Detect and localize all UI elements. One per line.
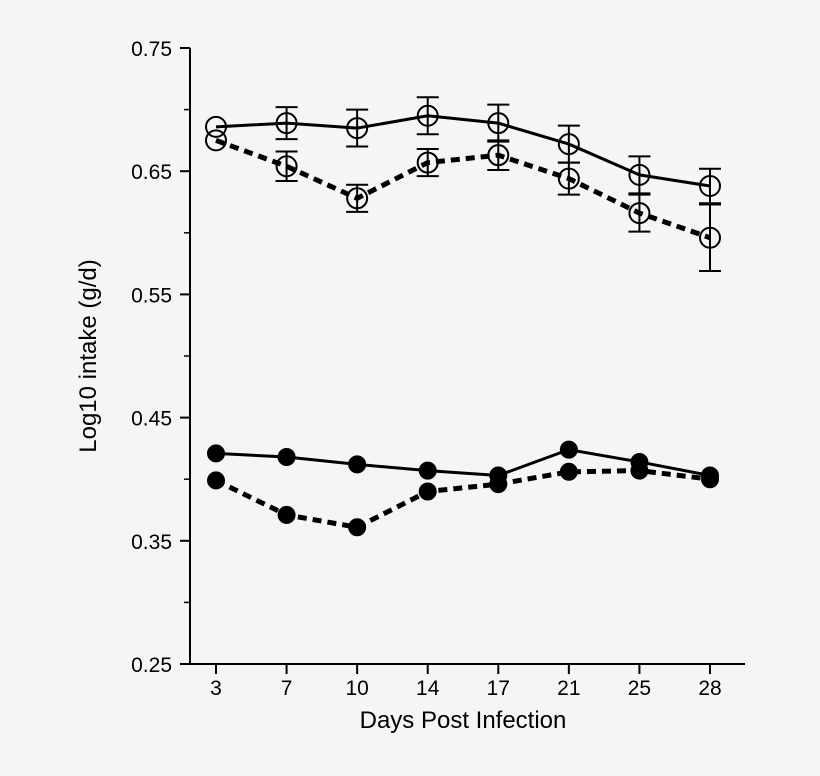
y-tick-label: 0.55 xyxy=(131,284,172,307)
series-4 xyxy=(207,461,719,537)
data-point xyxy=(701,470,719,489)
series-line xyxy=(214,468,711,530)
data-point xyxy=(628,163,651,186)
x-tick-label: 17 xyxy=(487,677,510,700)
data-point xyxy=(416,151,439,174)
data-point xyxy=(416,104,439,127)
data-point xyxy=(346,117,369,140)
data-point xyxy=(699,226,721,249)
data-point xyxy=(207,444,225,463)
data-point xyxy=(418,482,437,501)
x-tick-label: 25 xyxy=(628,677,651,700)
series-line xyxy=(215,138,711,241)
x-tick-label: 14 xyxy=(416,677,440,700)
y-axis-label: Log10 intake (g/d) xyxy=(75,259,102,452)
x-tick-label: 21 xyxy=(557,677,580,700)
data-point xyxy=(628,202,651,225)
data-point xyxy=(630,461,649,480)
x-tick-label: 10 xyxy=(345,677,368,700)
data-point xyxy=(346,187,369,210)
series-group xyxy=(205,96,721,537)
data-point xyxy=(487,144,510,167)
data-point xyxy=(277,448,296,467)
axes: 0.25 0.35 0.45 0.55 0.65 0.75 3 7 10 14 17 21 25 28 xyxy=(131,38,745,700)
data-point xyxy=(489,475,508,494)
x-axis-label: Days Post Infection xyxy=(360,707,567,734)
data-point xyxy=(418,461,437,480)
x-tick-label: 3 xyxy=(210,677,222,700)
data-point xyxy=(275,112,298,135)
series-line xyxy=(215,114,711,188)
data-point xyxy=(207,471,225,490)
data-point xyxy=(559,462,578,481)
y-tick-label: 0.45 xyxy=(131,408,172,431)
data-point xyxy=(559,440,578,459)
data-point xyxy=(699,174,721,197)
data-point xyxy=(277,505,296,524)
data-point xyxy=(557,167,580,190)
series-1 xyxy=(205,96,721,205)
series-line xyxy=(215,448,711,478)
x-tick-label: 7 xyxy=(281,677,293,700)
data-point xyxy=(487,112,510,135)
y-tick-label: 0.65 xyxy=(131,161,172,184)
y-tick-label: 0.75 xyxy=(131,38,172,61)
data-point xyxy=(557,133,580,156)
data-point xyxy=(205,115,227,138)
x-tick-label: 28 xyxy=(698,677,721,700)
data-point xyxy=(348,518,367,537)
series-2 xyxy=(205,129,721,272)
y-tick-label: 0.35 xyxy=(131,531,172,554)
data-point xyxy=(348,455,367,474)
data-point xyxy=(205,129,227,152)
data-point xyxy=(275,155,298,178)
y-tick-label: 0.25 xyxy=(131,654,172,677)
